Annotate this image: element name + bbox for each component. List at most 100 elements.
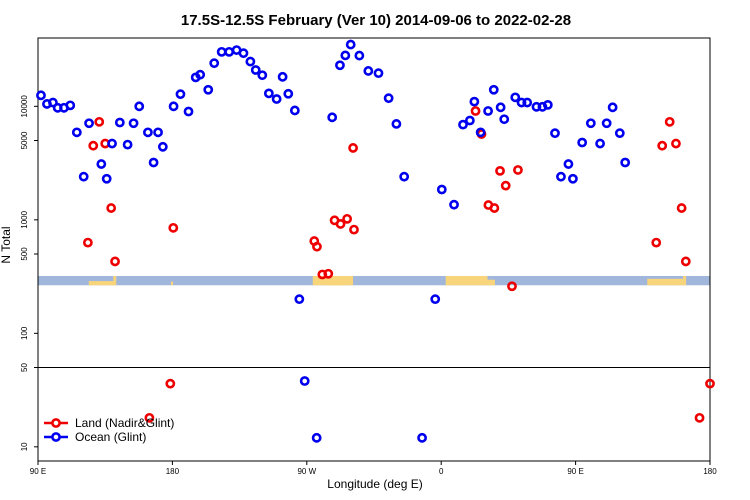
ocean-point <box>271 94 282 104</box>
y-tick-label: 500 <box>20 247 29 261</box>
ocean-point <box>250 65 261 75</box>
map-strip-ocean <box>38 275 710 286</box>
y-axis-label: N Total <box>0 226 13 263</box>
land-point <box>657 140 668 151</box>
ocean-point <box>522 97 533 108</box>
ocean-point <box>345 39 356 50</box>
chart-title: 17.5S-12.5S February (Ver 10) 2014-09-06… <box>181 12 571 29</box>
land-point <box>106 203 117 213</box>
ocean-point <box>175 89 186 100</box>
ocean-point <box>114 117 125 128</box>
map-strip-land <box>683 275 687 286</box>
ocean-point <box>354 50 365 61</box>
x-tick-label: 90 E <box>30 467 46 476</box>
map-strip <box>38 275 710 286</box>
land-point <box>168 222 179 233</box>
land-point <box>144 412 155 423</box>
land-point <box>664 116 675 127</box>
y-tick-label: 50 <box>20 362 29 371</box>
ocean-point <box>195 69 206 80</box>
ocean-point <box>245 56 256 67</box>
ocean-point <box>36 90 46 101</box>
land-point <box>676 203 687 213</box>
plot-frame <box>37 37 711 462</box>
ocean-point <box>128 118 139 129</box>
land-point <box>82 237 93 248</box>
ocean-point <box>238 48 249 59</box>
land-point <box>110 256 120 267</box>
ocean-point <box>488 84 499 95</box>
ocean-point <box>71 127 82 138</box>
land-point <box>335 219 346 229</box>
ocean-point <box>122 139 133 150</box>
land-point <box>342 213 353 224</box>
ocean-point <box>577 137 588 148</box>
x-tick-label: 90 E <box>567 467 583 476</box>
ocean-point <box>203 84 214 95</box>
ocean-point <box>277 71 288 82</box>
y-tick-label: 1000 <box>20 210 29 228</box>
map-strip-land <box>487 279 495 286</box>
ocean-point <box>209 58 220 69</box>
ocean-point <box>263 88 274 99</box>
ocean-point <box>614 128 625 139</box>
legend-label-ocean: Ocean (Glint) <box>75 430 146 444</box>
legend-marker-land <box>51 418 61 428</box>
ocean-point <box>311 432 322 443</box>
x-axis-label: Longitude (deg E) <box>327 477 422 491</box>
land-point <box>705 378 715 389</box>
x-tick-label: 180 <box>166 467 180 476</box>
ocean-point <box>283 88 294 99</box>
ocean-point <box>516 97 527 108</box>
land-point <box>165 378 176 389</box>
legend-marker-ocean <box>51 432 61 442</box>
land-point <box>88 140 99 151</box>
ocean-point <box>299 376 310 386</box>
axis-frame <box>37 37 711 462</box>
land-point <box>94 116 105 127</box>
data-points <box>36 39 715 443</box>
land-point <box>500 180 511 191</box>
ocean-point <box>143 127 153 138</box>
land-point <box>470 106 481 116</box>
ocean-point <box>568 173 578 184</box>
ocean-point <box>499 114 510 125</box>
ocean-point <box>550 128 560 139</box>
ocean-point <box>510 92 521 103</box>
land-point <box>513 165 523 175</box>
ocean-point <box>65 100 76 111</box>
ocean-point <box>373 68 384 79</box>
y-axis: 10 50 100 500 1000 5000 10000 <box>20 95 38 451</box>
ocean-point <box>449 199 459 210</box>
map-strip-land <box>88 281 115 286</box>
ocean-point <box>257 70 268 81</box>
ocean-point <box>601 118 612 129</box>
ocean-point <box>483 106 493 116</box>
ocean-point <box>327 112 338 123</box>
ocean-point <box>216 46 227 57</box>
ocean-point <box>430 294 441 305</box>
ocean-point <box>563 159 574 169</box>
x-axis: 90 E 180 90 W 0 90 E 180 <box>30 461 717 476</box>
land-point <box>489 203 500 213</box>
y-tick-label: 100 <box>20 326 29 340</box>
land-point <box>671 138 681 149</box>
ocean-point <box>78 171 89 182</box>
ocean-point <box>183 106 194 117</box>
ocean-point <box>134 101 145 112</box>
y-tick-label: 10 <box>20 442 29 451</box>
legend: Land (Nadir&Glint)Ocean (Glint) <box>44 416 174 444</box>
ocean-point <box>607 102 618 113</box>
ocean-point <box>224 46 235 57</box>
land-point <box>694 412 705 423</box>
land-point <box>349 224 359 235</box>
map-strip-land <box>170 281 173 286</box>
ocean-point <box>556 171 566 182</box>
land-point <box>348 143 358 153</box>
ocean-point <box>399 171 410 182</box>
ocean-point <box>289 105 300 116</box>
ocean-point <box>495 102 506 113</box>
ocean-point <box>585 118 596 129</box>
y-tick-label: 10000 <box>20 95 29 118</box>
